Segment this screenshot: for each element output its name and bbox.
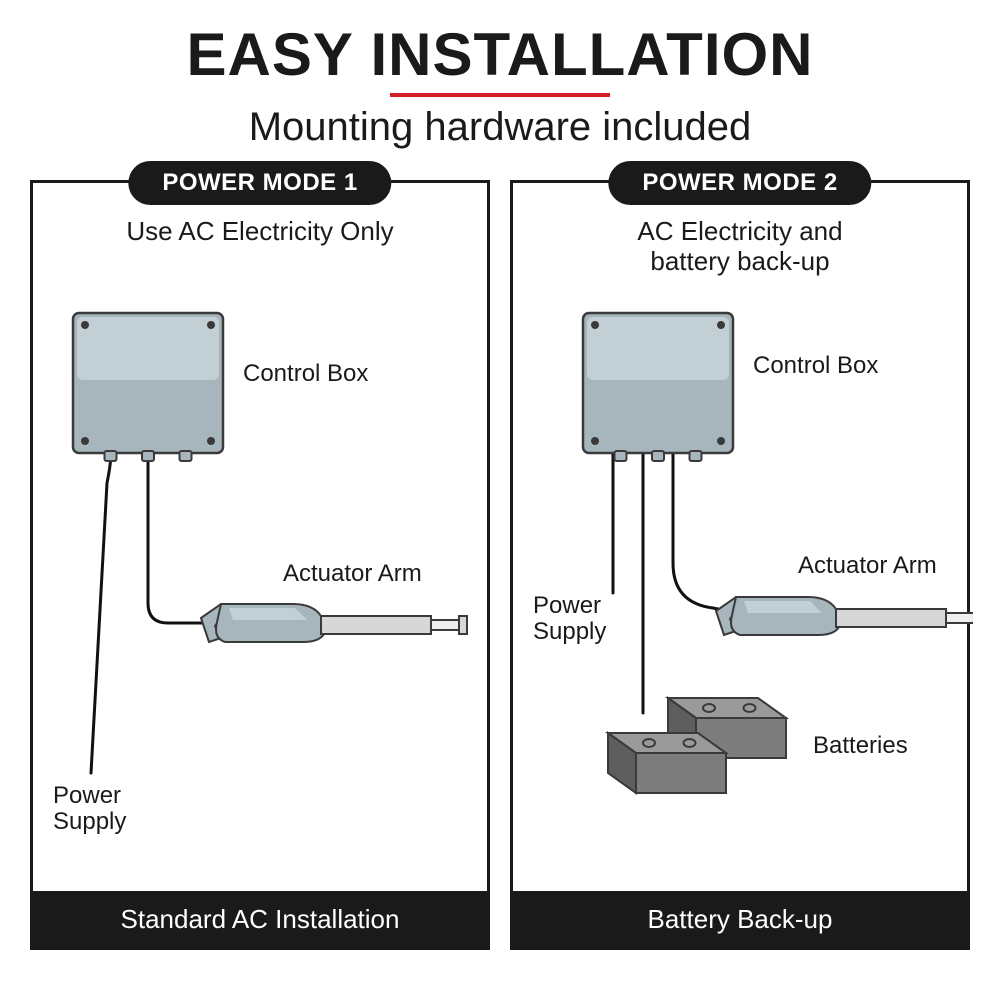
panel-footer: Standard AC Installation bbox=[33, 891, 487, 947]
label-power-supply: PowerSupply bbox=[53, 783, 126, 836]
page-title: EASY INSTALLATION bbox=[0, 20, 1000, 89]
panels-row: POWER MODE 1 Use AC Electricity Only bbox=[0, 180, 1000, 950]
mode-description: Use AC Electricity Only bbox=[33, 217, 487, 247]
diagram-area: Control Box Actuator Arm PowerSupply bbox=[33, 303, 487, 891]
mode-badge: POWER MODE 2 bbox=[608, 161, 871, 205]
mode-badge: POWER MODE 1 bbox=[128, 161, 391, 205]
panel-mode-1: POWER MODE 1 Use AC Electricity Only bbox=[30, 180, 490, 950]
mode-description: AC Electricity andbattery back-up bbox=[513, 217, 967, 277]
label-power-supply: PowerSupply bbox=[533, 593, 606, 646]
label-actuator: Actuator Arm bbox=[798, 553, 937, 579]
label-control-box: Control Box bbox=[753, 353, 878, 379]
title-underline bbox=[390, 93, 610, 97]
label-control-box: Control Box bbox=[243, 361, 368, 387]
panel-mode-2: POWER MODE 2 AC Electricity andbattery b… bbox=[510, 180, 970, 950]
label-batteries: Batteries bbox=[813, 733, 908, 759]
header: EASY INSTALLATION Mounting hardware incl… bbox=[0, 0, 1000, 150]
diagram-area: Control Box Actuator Arm PowerSupply Bat… bbox=[513, 303, 967, 891]
page-subtitle: Mounting hardware included bbox=[0, 105, 1000, 150]
label-actuator: Actuator Arm bbox=[283, 561, 422, 587]
panel-footer: Battery Back-up bbox=[513, 891, 967, 947]
